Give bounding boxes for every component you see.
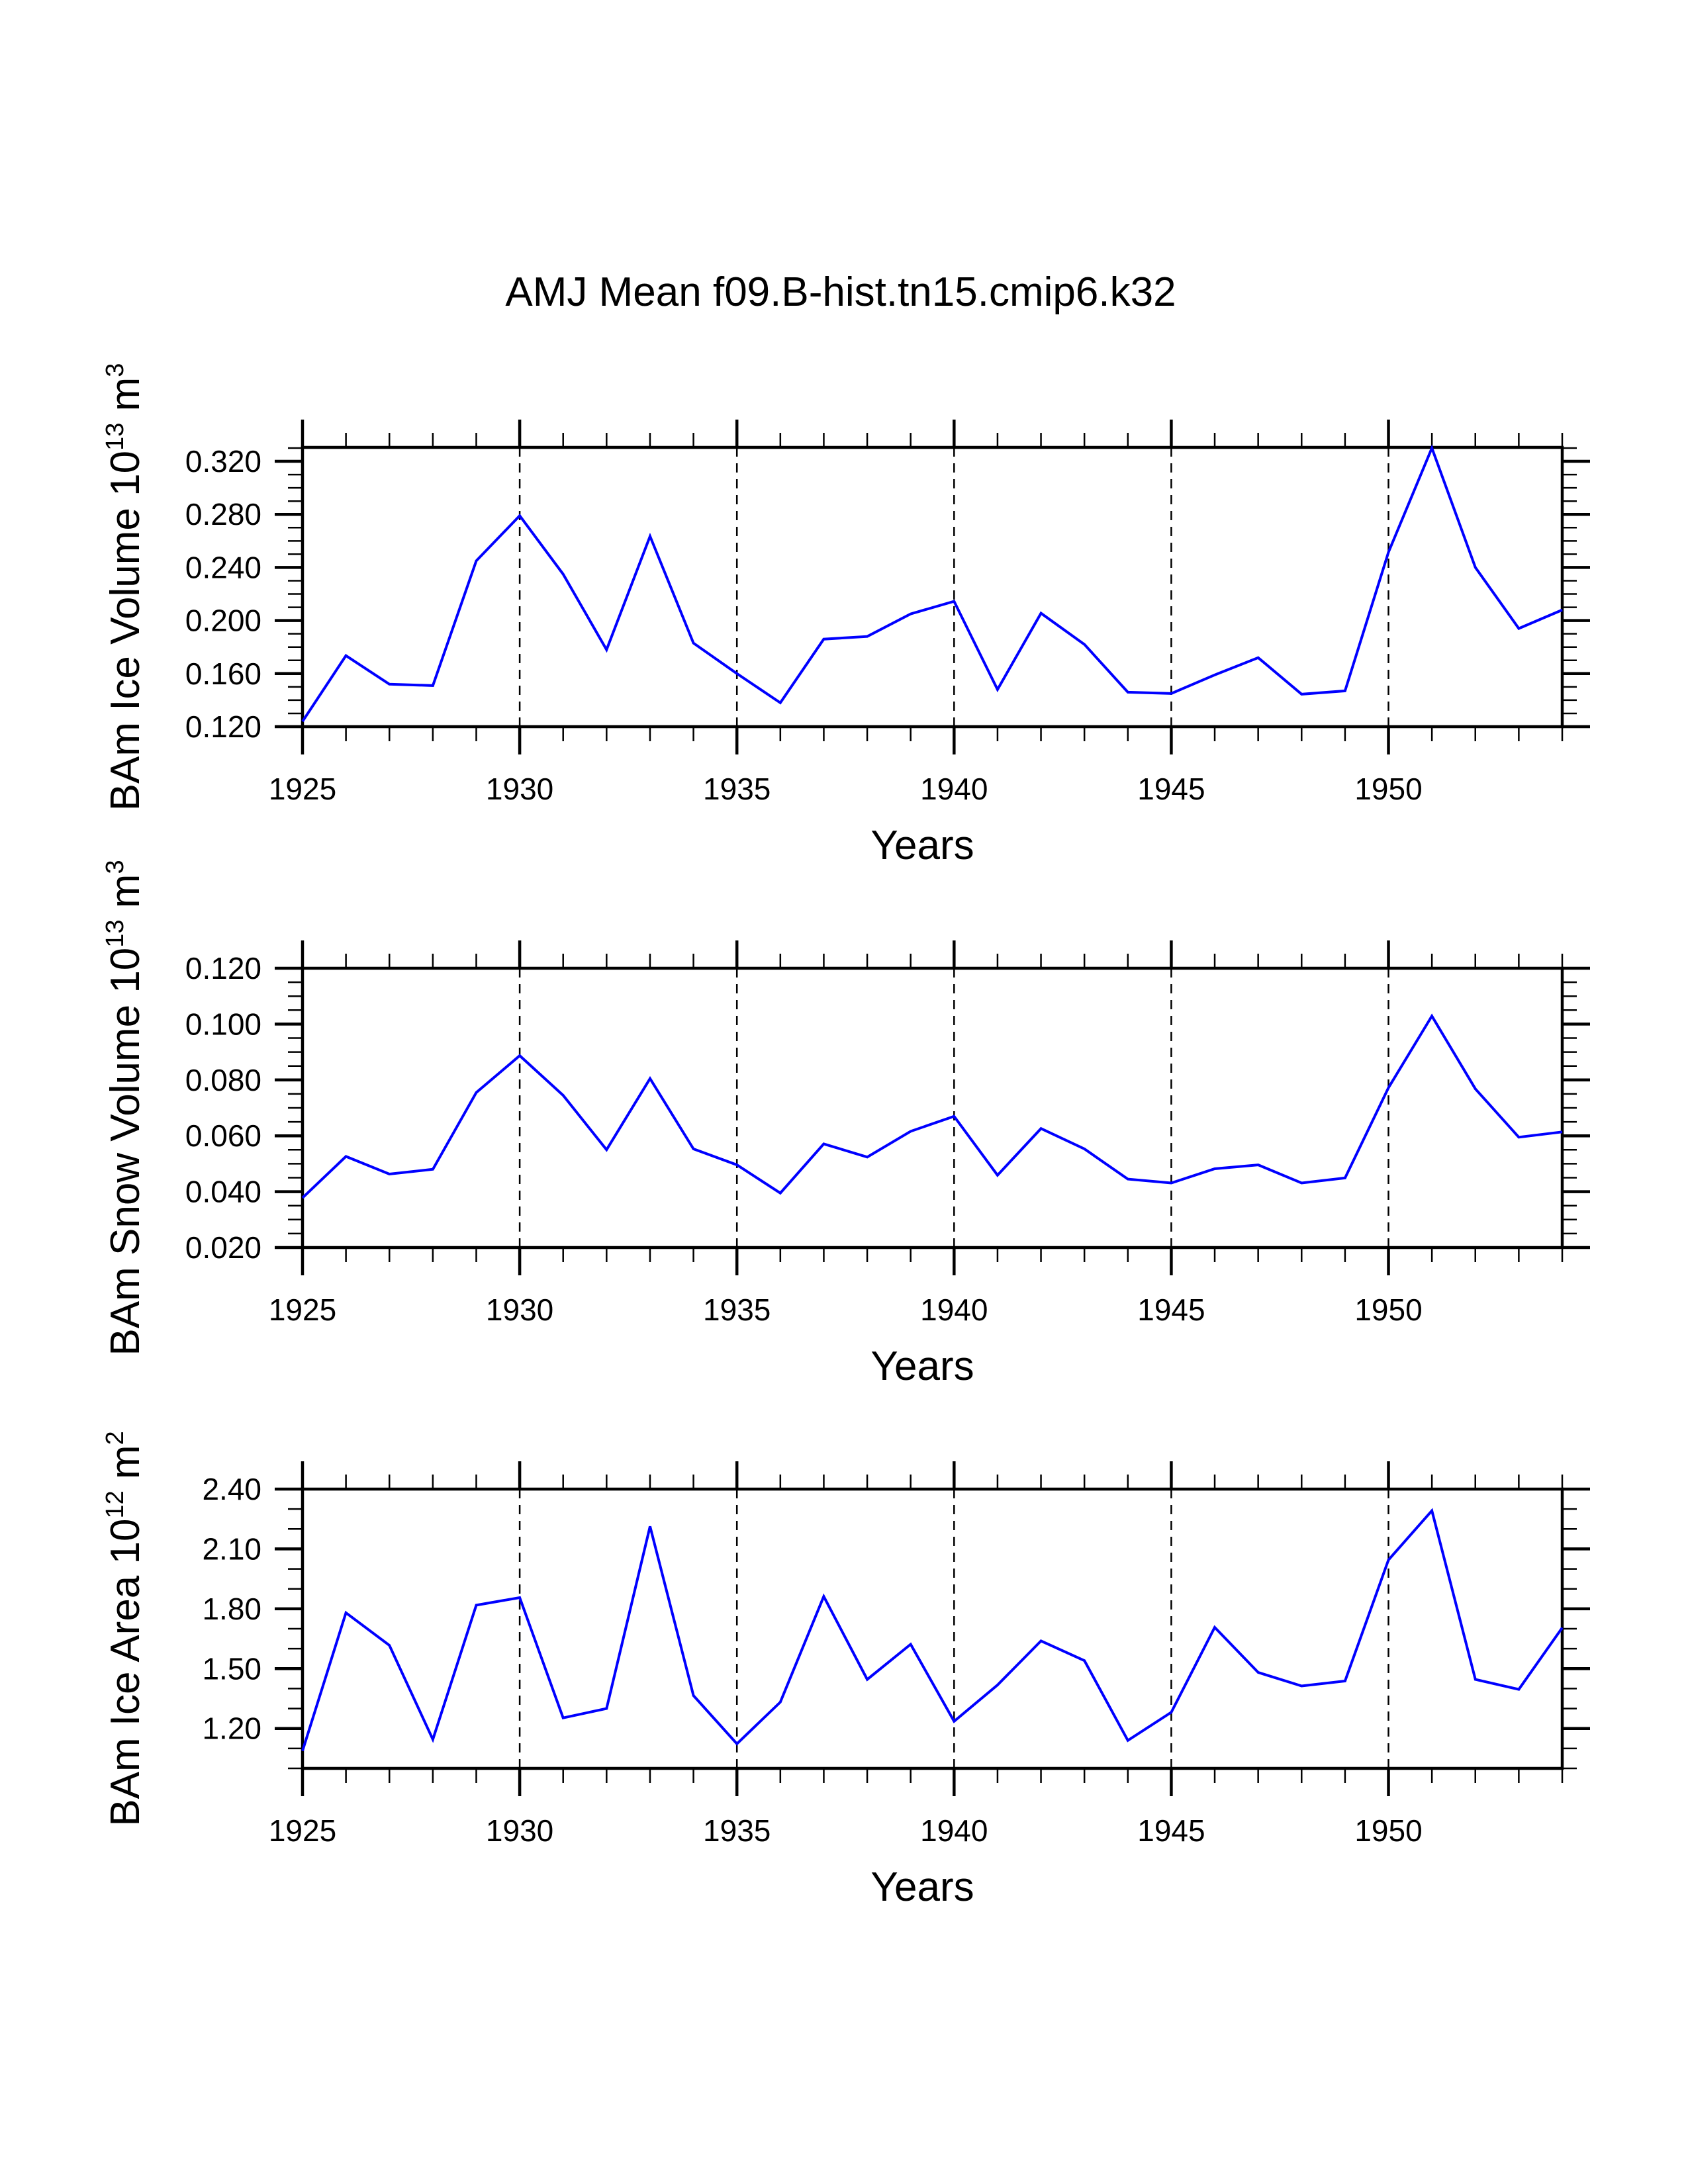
y-axis-label-superscript: 13 [101, 919, 129, 947]
panel-ice-volume: 0.120 0.160 0.200 0.240 0.280 0.320 1925 1930 19… [101, 363, 1590, 868]
x-tick-label: 1940 [920, 1293, 988, 1327]
y-tick-label: 1.80 [202, 1592, 261, 1626]
x-tick-label: 1950 [1354, 1813, 1422, 1848]
plot-frame [301, 1487, 1564, 1770]
y-axis-label-superscript: 13 [101, 423, 129, 451]
x-tick-label: 1940 [920, 1813, 988, 1848]
y-axis-label-part: m [103, 874, 148, 920]
y-axis-label: BAm Ice Area 1012 m2 [101, 1431, 148, 1827]
y-tick-label: 0.120 [185, 951, 261, 985]
plot-frame [301, 966, 1564, 1250]
y-tick-label: 0.120 [185, 709, 261, 744]
chart-title: AMJ Mean f09.B-hist.tn15.cmip6.k32 [505, 269, 1176, 315]
x-axis-label: Years [870, 1864, 974, 1910]
x-tick-label: 1930 [486, 772, 553, 806]
y-tick-label: 0.020 [185, 1230, 261, 1265]
x-tick-label: 1925 [269, 1813, 336, 1848]
y-tick-label: 0.080 [185, 1063, 261, 1097]
y-axis-label-superscript: 12 [101, 1490, 129, 1518]
x-tick-label: 1930 [486, 1293, 553, 1327]
y-axis-label-part: BAm Snow Volume 10 [103, 948, 148, 1356]
x-tick-label: 1925 [269, 772, 336, 806]
y-tick-label: 0.200 [185, 604, 261, 638]
series-line-ice-volume [301, 444, 1563, 723]
x-tick-label: 1945 [1137, 1813, 1205, 1848]
panel-ice-area: 1.20 1.50 1.80 2.10 2.40 1925 1930 1935 1940 1945… [101, 1431, 1590, 1910]
y-tick-label: 2.40 [202, 1472, 261, 1506]
y-axis-label-part: m [103, 377, 148, 423]
y-tick-label: 1.20 [202, 1711, 261, 1746]
y-axis-label: BAm Ice Volume 1013 m3 [101, 363, 148, 811]
y-axis-label: BAm Snow Volume 1013 m3 [101, 860, 148, 1355]
panel-snow-volume: 0.020 0.040 0.060 0.080 0.100 0.120 1925 1930 19… [101, 860, 1590, 1389]
x-tick-label: 1930 [486, 1813, 553, 1848]
y-tick-label: 1.50 [202, 1651, 261, 1686]
y-tick-label: 0.240 [185, 550, 261, 584]
x-tick-label: 1945 [1137, 1293, 1205, 1327]
x-tick-label: 1940 [920, 772, 988, 806]
x-tick-label: 1935 [703, 1293, 771, 1327]
x-tick-label: 1935 [703, 1813, 771, 1848]
y-tick-label: 0.040 [185, 1175, 261, 1209]
y-axis-label-part: BAm Ice Volume 10 [103, 451, 148, 811]
y-axis-label-part: m [103, 1445, 148, 1490]
y-axis-label-part: BAm Ice Area 10 [103, 1519, 148, 1827]
y-tick-label: 0.060 [185, 1118, 261, 1153]
y-tick-label: 0.100 [185, 1007, 261, 1041]
x-tick-label: 1935 [703, 772, 771, 806]
series-line-snow-volume [301, 1013, 1563, 1199]
y-tick-label: 0.160 [185, 657, 261, 691]
x-tick-label: 1945 [1137, 772, 1205, 806]
y-tick-label: 0.280 [185, 497, 261, 531]
series-line-ice-area [301, 1508, 1564, 1752]
y-axis-label-superscript: 3 [101, 860, 129, 874]
y-tick-label: 2.10 [202, 1531, 261, 1566]
y-axis-label-superscript: 2 [101, 1431, 129, 1445]
panels-container: 0.120 0.160 0.200 0.240 0.280 0.320 1925 1930 19… [101, 363, 1590, 1910]
x-axis-label: Years [870, 823, 974, 868]
x-tick-label: 1925 [269, 1293, 336, 1327]
x-axis-label: Years [870, 1343, 974, 1389]
x-tick-label: 1950 [1354, 1293, 1422, 1327]
x-tick-label: 1950 [1354, 772, 1422, 806]
y-tick-label: 0.320 [185, 444, 261, 478]
y-axis-label-superscript: 3 [101, 363, 129, 377]
plot-frame [301, 445, 1564, 729]
